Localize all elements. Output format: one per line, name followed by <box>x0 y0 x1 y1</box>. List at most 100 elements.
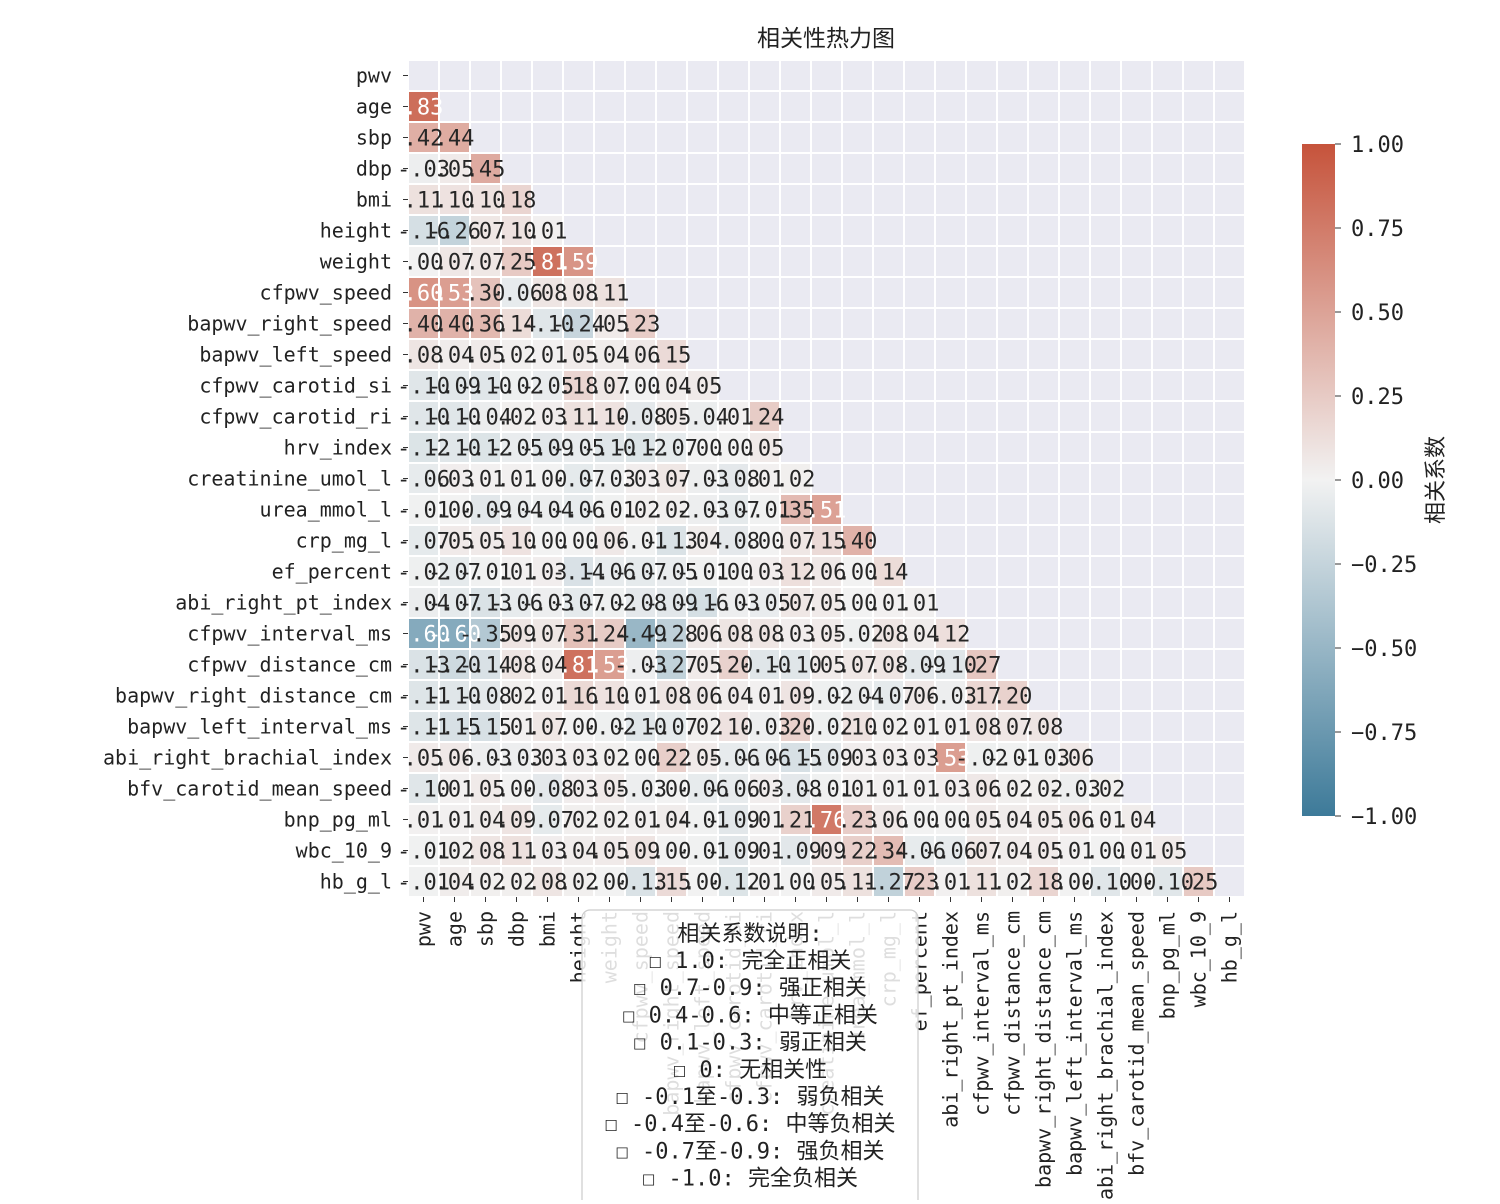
heatmap-cell <box>748 772 781 805</box>
cell-annotation: -.16 <box>676 592 729 617</box>
heatmap-cell <box>655 369 688 402</box>
cell-annotation: .02 <box>683 716 723 741</box>
cell-annotation: .30 <box>466 282 506 307</box>
cell-annotation: .01 <box>435 778 475 803</box>
cell-annotation: .05 <box>590 313 630 338</box>
cell-annotation: -.10 <box>614 716 667 741</box>
cell-annotation: .07 <box>435 251 475 276</box>
grid-cell <box>965 121 998 154</box>
grid-cell <box>934 245 967 278</box>
cell-annotation: .02 <box>869 716 909 741</box>
heatmap-cell <box>438 462 471 495</box>
grid-cell <box>1120 369 1153 402</box>
cell-annotation: .04 <box>900 623 940 648</box>
grid-cell <box>1182 90 1215 123</box>
heatmap-cell <box>810 493 843 526</box>
cell-annotation: .07 <box>838 654 878 679</box>
grid-cell <box>686 152 719 185</box>
cell-annotation: -.08 <box>521 778 574 803</box>
grid-cell <box>965 183 998 216</box>
grid-cell <box>562 152 595 185</box>
cell-annotation: -.60 <box>397 623 450 648</box>
grid-cell <box>1182 555 1215 588</box>
cell-annotation: -.03 <box>397 158 450 183</box>
grid-cell <box>872 214 905 247</box>
heatmap-cell <box>872 648 905 681</box>
cell-annotation: .08 <box>404 344 444 369</box>
cell-annotation: .01 <box>404 809 444 834</box>
grid-cell <box>1182 586 1215 619</box>
grid-cell <box>748 245 781 278</box>
cell-annotation: .10 <box>590 406 630 431</box>
grid-cell <box>872 276 905 309</box>
cell-annotation: -.04 <box>490 499 543 524</box>
heatmap-cell <box>438 121 471 154</box>
cell-annotation: .10 <box>838 716 878 741</box>
cell-annotation: -.06 <box>397 468 450 493</box>
grid-cell <box>1120 679 1153 712</box>
cell-annotation: -.02 <box>397 561 450 586</box>
heatmap-cells: .83.42.44-.03.05.45.11.10.10.18-.16-.26.… <box>397 59 1246 898</box>
grid-cell <box>531 121 564 154</box>
heatmap-cell <box>655 679 688 712</box>
legend-item: ☐ -1.0: 完全负相关 <box>642 1167 858 1192</box>
grid-cell <box>1027 493 1060 526</box>
cell-annotation: .10 <box>590 685 630 710</box>
grid-cell <box>903 214 936 247</box>
heatmap-cell <box>438 400 471 433</box>
heatmap-cell <box>593 803 626 836</box>
grid-cell <box>996 617 1029 650</box>
cell-annotation: -.05 <box>645 561 698 586</box>
legend-item: ☐ -0.4至-0.6: 中等负相关 <box>605 1112 896 1137</box>
cell-annotation: .06 <box>683 685 723 710</box>
grid-cell <box>1089 741 1122 774</box>
cell-annotation: -.10 <box>769 654 822 679</box>
cell-annotation: .02 <box>1024 778 1064 803</box>
grid-cell <box>1027 524 1060 557</box>
grid-cell <box>1151 400 1184 433</box>
grid-cell <box>903 90 936 123</box>
grid-cell <box>717 121 750 154</box>
x-tick-label: bmi <box>536 911 560 947</box>
cell-annotation: -.07 <box>397 530 450 555</box>
grid-cell <box>965 493 998 526</box>
grid-cell <box>531 90 564 123</box>
cell-annotation: .06 <box>683 623 723 648</box>
cell-annotation: .09 <box>776 685 816 710</box>
cell-annotation: -.10 <box>1079 871 1132 896</box>
heatmap-cell <box>500 772 533 805</box>
cell-annotation: .40 <box>435 313 475 338</box>
grid-cell <box>872 431 905 464</box>
heatmap-cell <box>1089 772 1122 805</box>
cell-annotation: .01 <box>745 809 785 834</box>
cell-annotation: .20 <box>993 685 1033 710</box>
cell-annotation: -.07 <box>428 561 481 586</box>
grid-cell <box>1213 493 1246 526</box>
cell-annotation: .06 <box>1055 809 1095 834</box>
grid-cell <box>996 59 1029 92</box>
grid-cell <box>624 276 657 309</box>
grid-cell <box>996 431 1029 464</box>
grid-cell <box>1213 462 1246 495</box>
grid-cell <box>686 307 719 340</box>
heatmap-cell <box>438 586 471 619</box>
cell-annotation: -.02 <box>800 685 853 710</box>
grid-cell <box>779 152 812 185</box>
grid-cell <box>841 369 874 402</box>
grid-cell <box>1213 245 1246 278</box>
grid-cell <box>1027 617 1060 650</box>
grid-cell <box>624 90 657 123</box>
cell-annotation: -.07 <box>552 592 605 617</box>
cell-annotation: .08 <box>528 871 568 896</box>
heatmap-cell <box>407 741 440 774</box>
cell-annotation: .18 <box>559 375 599 400</box>
heatmap-cell <box>407 772 440 805</box>
cell-annotation: .05 <box>590 840 630 865</box>
grid-cell <box>1213 121 1246 154</box>
y-tick-label: bapwv_left_speed <box>199 343 392 367</box>
grid-cell <box>965 555 998 588</box>
grid-cell <box>1027 400 1060 433</box>
cell-annotation: .08 <box>497 654 537 679</box>
cell-annotation: .05 <box>807 592 847 617</box>
cell-annotation: .00 <box>497 778 537 803</box>
